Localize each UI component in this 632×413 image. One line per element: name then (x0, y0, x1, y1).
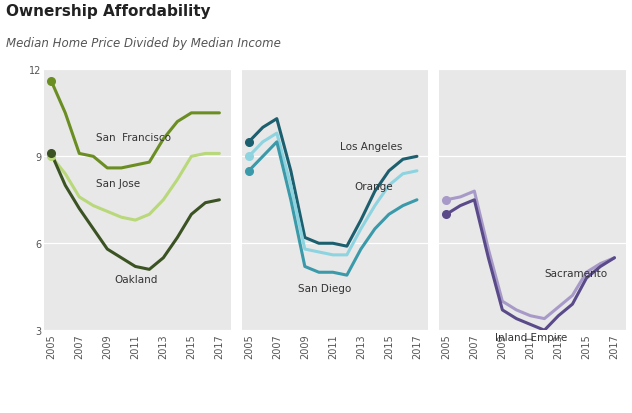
Text: Inland Empire: Inland Empire (495, 332, 568, 342)
Text: Los Angeles: Los Angeles (340, 141, 402, 151)
Text: Orange: Orange (354, 182, 392, 192)
Text: San  Francisco: San Francisco (96, 133, 171, 142)
Text: Ownership Affordability: Ownership Affordability (6, 4, 211, 19)
Text: San Jose: San Jose (96, 179, 140, 189)
Text: Oakland: Oakland (114, 274, 157, 284)
Text: Median Home Price Divided by Median Income: Median Home Price Divided by Median Inco… (6, 37, 281, 50)
Text: Sacramento: Sacramento (544, 268, 607, 278)
Text: San Diego: San Diego (298, 283, 351, 293)
